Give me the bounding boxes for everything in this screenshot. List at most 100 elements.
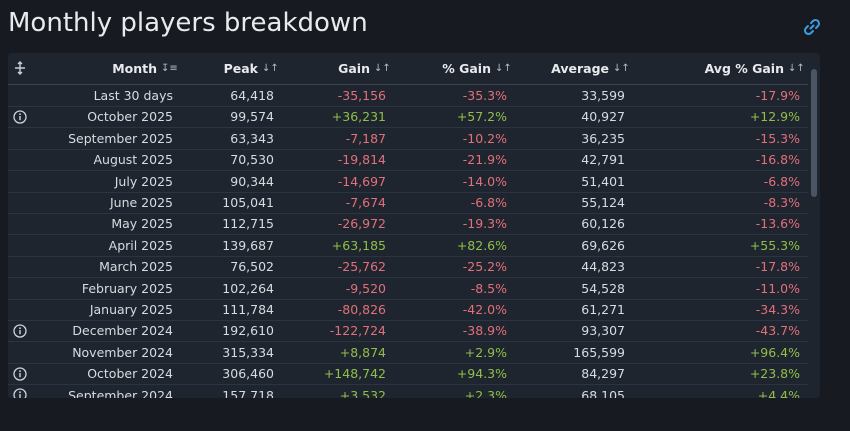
value-cell: 60,126	[581, 216, 625, 232]
table-row: October 2024 306,460 +148,742 +94.3% 84,297 +…	[8, 363, 808, 386]
value-cell: -15.3%	[755, 130, 800, 146]
value-cell: -7,674	[345, 195, 386, 210]
page-title: Monthly players breakdown	[8, 8, 368, 38]
value-cell: -26,972	[337, 216, 386, 232]
value-cell: -17.8%	[755, 259, 800, 275]
value-cell: -7,187	[345, 130, 386, 146]
month-cell: May 2025	[111, 216, 173, 232]
value-cell: +148,742	[323, 366, 386, 382]
month-cell: July 2025	[114, 173, 173, 189]
value-cell: 76,502	[230, 259, 274, 275]
value-cell: 55,124	[581, 195, 625, 210]
month-cell: October 2024	[87, 366, 173, 382]
table-header: Month ↧≡ Peak ↓↑ Gain ↓↑ % Gain ↓↑ Average ↓↑ Avg …	[8, 53, 808, 85]
value-cell: -6.8%	[470, 195, 507, 210]
value-cell: 165,599	[573, 344, 625, 360]
table-row: April 2025 139,687 +63,185 +82.6% 69,626 +55.…	[8, 235, 808, 257]
value-cell: -42.0%	[462, 302, 507, 317]
value-cell: -16.8%	[755, 152, 800, 168]
month-cell: June 2025	[109, 195, 173, 210]
value-cell: +55.3%	[749, 237, 800, 253]
month-cell: December 2024	[72, 323, 173, 339]
table-row: June 2025 105,041 -7,674 -6.8% 55,124 -8.3%	[8, 192, 808, 214]
table-row: February 2025 102,264 -9,520 -8.5% 54,528 -11…	[8, 278, 808, 300]
value-cell: 61,271	[581, 302, 625, 317]
value-cell: 306,460	[222, 366, 274, 382]
column-toggle-icon[interactable]	[13, 61, 27, 75]
value-cell: -43.7%	[755, 323, 800, 339]
info-icon[interactable]	[13, 324, 27, 338]
value-cell: 90,344	[230, 173, 274, 189]
column-header[interactable]: % Gain	[442, 61, 491, 76]
table-row: May 2025 112,715 -26,972 -19.3% 60,126 -13.6%	[8, 213, 808, 236]
table-row: July 2025 90,344 -14,697 -14.0% 51,401 -6.8%	[8, 171, 808, 193]
value-cell: 93,307	[581, 323, 625, 339]
month-cell: Last 30 days	[93, 88, 173, 103]
value-cell: -14,697	[337, 173, 386, 189]
value-cell: 111,784	[222, 302, 274, 317]
value-cell: 157,718	[222, 387, 274, 398]
value-cell: 84,297	[581, 366, 625, 382]
value-cell: -8.5%	[470, 280, 507, 296]
value-cell: -10.2%	[462, 130, 507, 146]
table-row: October 2025 99,574 +36,231 +57.2% 40,927 +12…	[8, 106, 808, 129]
month-cell: January 2025	[89, 302, 173, 317]
value-cell: -21.9%	[462, 152, 507, 168]
sort-icon[interactable]: ↓↑	[374, 63, 391, 74]
column-header[interactable]: Average	[551, 61, 609, 76]
info-icon[interactable]	[13, 388, 27, 398]
value-cell: +96.4%	[749, 344, 800, 360]
value-cell: -17.9%	[755, 88, 800, 103]
sort-icon[interactable]: ↓↑	[495, 63, 512, 74]
scrollbar-thumb[interactable]	[811, 69, 817, 197]
column-header[interactable]: Peak	[223, 61, 258, 76]
sort-icon[interactable]: ↓↑	[262, 63, 279, 74]
value-cell: 105,041	[222, 195, 274, 210]
value-cell: 54,528	[581, 280, 625, 296]
value-cell: 70,530	[230, 152, 274, 168]
column-header[interactable]: Avg % Gain	[704, 61, 784, 76]
table-row: November 2024 315,334 +8,874 +2.9% 165,599 +9…	[8, 342, 808, 364]
month-cell: September 2025	[68, 130, 173, 146]
table-row: March 2025 76,502 -25,762 -25.2% 44,823 -17.8…	[8, 256, 808, 279]
table-row: September 2025 63,343 -7,187 -10.2% 36,235 -1…	[8, 128, 808, 150]
sort-icon[interactable]: ↧≡	[161, 63, 178, 74]
value-cell: +2.9%	[464, 344, 507, 360]
value-cell: +63,185	[331, 237, 386, 253]
value-cell: 33,599	[581, 88, 625, 103]
table-row: August 2025 70,530 -19,814 -21.9% 42,791 -16.…	[8, 149, 808, 172]
value-cell: +57.2%	[456, 109, 507, 125]
value-cell: 315,334	[222, 344, 274, 360]
value-cell: 63,343	[230, 130, 274, 146]
table-row: January 2025 111,784 -80,826 -42.0% 61,271 -3…	[8, 299, 808, 321]
sort-icon[interactable]: ↓↑	[613, 63, 630, 74]
column-header[interactable]: Gain	[338, 61, 370, 76]
value-cell: -122,724	[329, 323, 386, 339]
value-cell: -11.0%	[755, 280, 800, 296]
value-cell: 99,574	[230, 109, 274, 125]
column-header[interactable]: Month	[112, 61, 157, 76]
value-cell: +3,532	[339, 387, 386, 398]
sort-icon[interactable]: ↓↑	[788, 63, 805, 74]
value-cell: -34.3%	[755, 302, 800, 317]
value-cell: -25.2%	[462, 259, 507, 275]
info-icon[interactable]	[13, 110, 27, 124]
value-cell: -35.3%	[462, 88, 507, 103]
value-cell: +4.4%	[757, 387, 800, 398]
value-cell: -13.6%	[755, 216, 800, 232]
table-row: Last 30 days 64,418 -35,156 -35.3% 33,599 -17…	[8, 85, 808, 107]
value-cell: -80,826	[337, 302, 386, 317]
info-icon[interactable]	[13, 367, 27, 381]
value-cell: -14.0%	[462, 173, 507, 189]
month-cell: April 2025	[108, 237, 173, 253]
value-cell: 36,235	[581, 130, 625, 146]
value-cell: 40,927	[581, 109, 625, 125]
value-cell: +82.6%	[456, 237, 507, 253]
value-cell: -19,814	[337, 152, 386, 168]
value-cell: 102,264	[222, 280, 274, 296]
value-cell: +12.9%	[749, 109, 800, 125]
link-icon[interactable]	[802, 17, 822, 37]
value-cell: 192,610	[222, 323, 274, 339]
value-cell: +36,231	[331, 109, 386, 125]
